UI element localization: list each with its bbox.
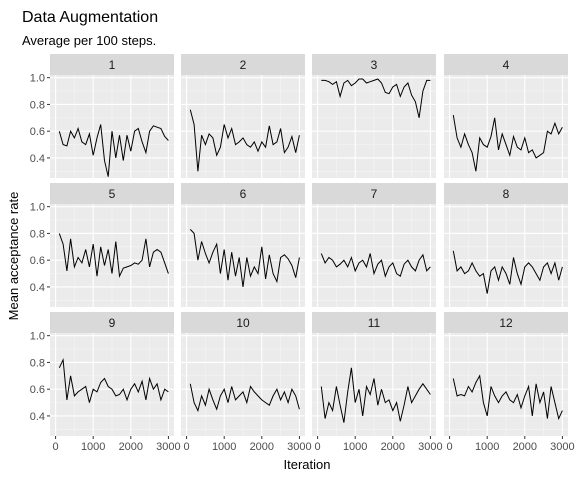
- y-tick-label: 1.0: [30, 331, 45, 343]
- facet-strip-label: 4: [503, 58, 510, 72]
- facet-panel-9: 9 0.4 0.6 0.8 1.0 0 1000 2000 3000: [30, 312, 181, 453]
- x-tick-label: 2000: [250, 441, 274, 453]
- series-line-panel-10: [189, 383, 300, 413]
- facet-strip-label: 9: [109, 316, 116, 330]
- facet-strip: [312, 312, 436, 333]
- facet-panels: 1 0.4 0.6 0.8 1.0 2 3 4 5 0.4 0.6 0.8 1.0 6 7 8 9 0.4 0.6 0…: [30, 54, 575, 453]
- chart-title: Data Augmentation: [22, 9, 158, 26]
- y-tick-label: 0.8: [30, 99, 45, 111]
- facet-panel-6: 6: [181, 183, 305, 307]
- x-tick-label: 0: [315, 441, 321, 453]
- series-line-panel-12: [452, 374, 563, 421]
- facet-strip: [50, 183, 174, 204]
- x-tick-label: 3000: [156, 441, 180, 453]
- x-tick-label: 2000: [381, 441, 405, 453]
- facet-panel-10: 10 0 1000 2000 3000: [181, 312, 312, 453]
- series-line-panel-9: [58, 357, 169, 403]
- x-tick-label: 3000: [287, 441, 311, 453]
- x-tick-label: 0: [53, 441, 59, 453]
- series-line-panel-2: [189, 109, 300, 172]
- facet-strip-label: 7: [371, 187, 378, 201]
- x-tick-label: 0: [184, 441, 190, 453]
- facet-strip-label: 11: [368, 316, 381, 330]
- facet-strip-label: 6: [240, 187, 247, 201]
- facet-strip-label: 3: [371, 58, 378, 72]
- facet-panel-12: 12 0 1000 2000 3000: [444, 312, 575, 453]
- facet-strip-label: 12: [499, 316, 513, 330]
- series-line-panel-6: [189, 229, 300, 287]
- y-axis-title: Mean acceptance rate: [6, 192, 21, 321]
- y-tick-label: 1.0: [30, 202, 45, 214]
- facet-panel-1: 1 0.4 0.6 0.8 1.0: [30, 54, 174, 178]
- facet-panel-5: 5 0.4 0.6 0.8 1.0: [30, 183, 174, 307]
- facet-strip-label: 8: [503, 187, 510, 201]
- series-line-panel-3: [321, 78, 431, 118]
- x-tick-label: 3000: [418, 441, 442, 453]
- facet-strip: [444, 54, 568, 75]
- x-axis-title: Iteration: [284, 457, 331, 472]
- y-tick-label: 0.4: [30, 153, 45, 165]
- facet-strip: [181, 312, 305, 333]
- series-line-panel-8: [452, 250, 563, 294]
- series-line-panel-11: [320, 367, 431, 423]
- y-tick-label: 0.6: [30, 126, 45, 138]
- facet-strip: [181, 183, 305, 204]
- series-line-panel-5: [58, 233, 169, 279]
- facet-panel-7: 7: [312, 183, 436, 307]
- x-tick-label: 2000: [119, 441, 143, 453]
- x-tick-label: 0: [447, 441, 453, 453]
- y-tick-label: 1.0: [30, 73, 45, 85]
- y-tick-label: 0.8: [30, 357, 45, 369]
- facet-strip: [444, 312, 568, 333]
- facet-strip-label: 2: [240, 58, 247, 72]
- series-line-panel-7: [320, 253, 431, 278]
- facet-strip: [444, 183, 568, 204]
- x-tick-label: 1000: [343, 441, 367, 453]
- facet-panel-2: 2: [181, 54, 305, 178]
- facet-strip-label: 5: [109, 187, 116, 201]
- series-line-panel-4: [452, 115, 563, 172]
- facet-strip: [50, 54, 174, 75]
- y-tick-label: 0.6: [30, 255, 45, 267]
- y-tick-label: 0.4: [30, 411, 45, 423]
- facet-strip: [312, 183, 436, 204]
- facet-strip: [312, 54, 436, 75]
- x-tick-label: 1000: [212, 441, 236, 453]
- facet-strip: [181, 54, 305, 75]
- facet-panel-3: 3: [312, 54, 436, 178]
- facet-panel-11: 11 0 1000 2000 3000: [312, 312, 443, 453]
- x-tick-label: 1000: [475, 441, 499, 453]
- facet-strip-label: 1: [109, 58, 116, 72]
- facet-strip-label: 10: [236, 316, 250, 330]
- x-tick-label: 2000: [513, 441, 537, 453]
- y-tick-label: 0.6: [30, 384, 45, 396]
- series-line-panel-1: [58, 124, 169, 177]
- x-tick-label: 1000: [81, 441, 105, 453]
- chart-subtitle: Average per 100 steps.: [22, 33, 156, 48]
- y-tick-label: 0.4: [30, 282, 45, 294]
- y-tick-label: 0.8: [30, 228, 45, 240]
- facet-panel-4: 4: [444, 54, 568, 178]
- x-tick-label: 3000: [550, 441, 574, 453]
- facet-strip: [50, 312, 174, 333]
- facet-panel-8: 8: [444, 183, 568, 307]
